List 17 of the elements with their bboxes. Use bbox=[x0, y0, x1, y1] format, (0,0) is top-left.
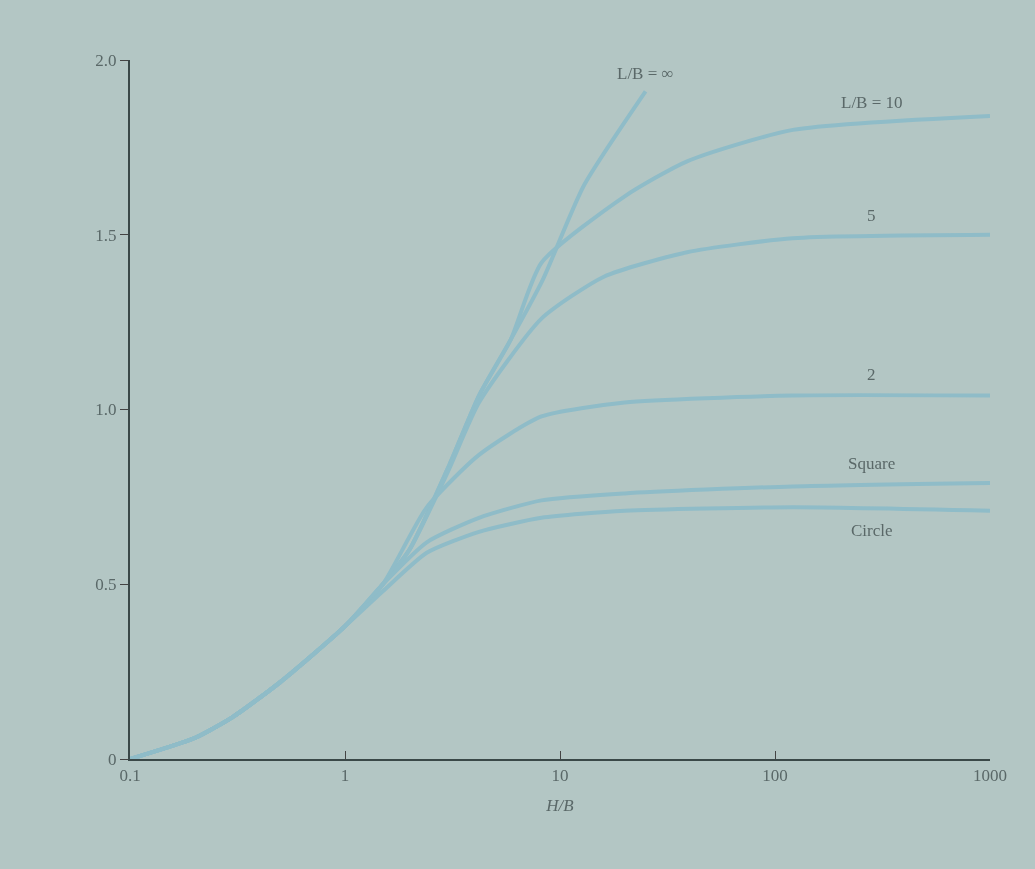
series-label: Circle bbox=[851, 521, 893, 540]
x-tick-label: 0.1 bbox=[119, 766, 141, 786]
x-tick-label: 10 bbox=[551, 766, 569, 786]
y-tick-label: 1.5 bbox=[95, 225, 117, 245]
y-tick-label: 0.5 bbox=[95, 575, 117, 595]
series-label: Square bbox=[848, 454, 896, 473]
x-tick-label: 100 bbox=[762, 766, 788, 786]
y-tick-label: 1.0 bbox=[95, 400, 117, 420]
x-axis-title: H/B bbox=[545, 796, 575, 816]
x-tick-label: 1 bbox=[340, 766, 350, 786]
x-tick-label: 1000 bbox=[973, 766, 1007, 786]
series-label: L/B = ∞ bbox=[617, 64, 674, 83]
series-label: 2 bbox=[867, 365, 876, 384]
y-tick-label: 0 bbox=[108, 749, 117, 769]
series-label: L/B = 10 bbox=[841, 93, 903, 112]
y-tick-label: 2.0 bbox=[95, 50, 117, 70]
series-label: 5 bbox=[867, 206, 876, 225]
